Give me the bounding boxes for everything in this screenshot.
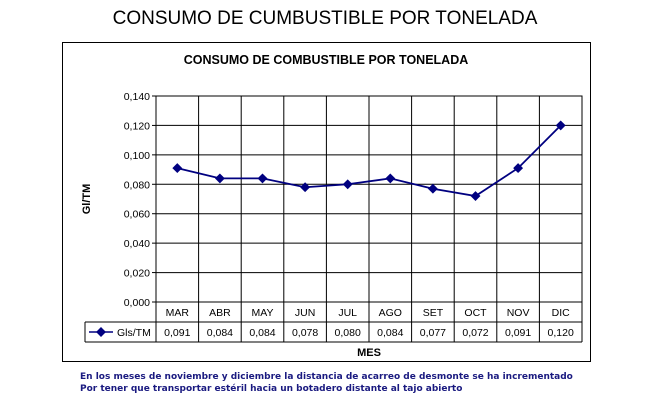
x-tick-label: JUL <box>338 307 357 319</box>
data-point <box>214 173 225 184</box>
data-label: 0,084 <box>249 327 275 339</box>
data-label: 0,084 <box>207 327 233 339</box>
series-line <box>177 124 562 198</box>
x-tick-label: AGO <box>379 307 402 319</box>
footnote-line-1: En los meses de noviembre y diciembre la… <box>80 372 573 382</box>
x-tick-label: ABR <box>209 307 231 319</box>
x-tick-label: MAY <box>252 307 274 319</box>
line-chart: CONSUMO DE COMBUSTIBLE POR TONELADA 0,000… <box>81 53 583 359</box>
y-tick-label: 0,080 <box>124 179 150 191</box>
data-point <box>470 191 481 202</box>
chart-title: CONSUMO DE COMBUSTIBLE POR TONELADA <box>184 53 469 67</box>
data-label: 0,091 <box>505 327 531 339</box>
data-point <box>427 183 438 194</box>
data-point <box>172 163 183 174</box>
y-tick-label: 0,020 <box>124 268 150 280</box>
y-tick-label: 0,060 <box>124 209 150 221</box>
x-axis-title: MES <box>357 347 381 359</box>
data-point <box>257 173 268 184</box>
data-label: 0,078 <box>292 327 318 339</box>
x-tick-label: MAR <box>166 307 190 319</box>
data-label: 0,077 <box>420 327 446 339</box>
x-tick-label: NOV <box>507 307 530 319</box>
x-tick-label: OCT <box>464 307 487 319</box>
x-tick-label: JUN <box>295 307 315 319</box>
y-tick-label: 0,100 <box>124 150 150 162</box>
legend-label: Gls/TM <box>117 327 151 339</box>
y-tick-label: 0,040 <box>124 238 150 250</box>
data-point <box>300 182 311 193</box>
y-tick-label: 0,140 <box>124 91 150 103</box>
footnote: En los meses de noviembre y diciembre la… <box>80 371 573 395</box>
footnote-line-2: Por tener que transportar estéril hacia … <box>80 384 463 394</box>
data-point <box>342 179 353 190</box>
y-axis-title: Gl/TM <box>81 184 93 215</box>
y-tick-label: 0,000 <box>124 297 150 309</box>
legend-marker <box>96 327 106 337</box>
data-label: 0,084 <box>377 327 403 339</box>
data-label: 0,080 <box>335 327 361 339</box>
data-label: 0,072 <box>462 327 488 339</box>
page-title: CONSUMO DE CUMBUSTIBLE POR TONELADA <box>112 8 538 29</box>
data-point <box>385 173 396 184</box>
x-tick-label: SET <box>423 307 444 319</box>
x-tick-label: DIC <box>552 307 571 319</box>
data-point <box>555 120 566 131</box>
data-label: 0,120 <box>548 327 574 339</box>
chart-area: CONSUMO DE COMBUSTIBLE POR TONELADA 0,000… <box>62 42 591 362</box>
y-tick-label: 0,120 <box>124 120 150 132</box>
data-label: 0,091 <box>164 327 190 339</box>
